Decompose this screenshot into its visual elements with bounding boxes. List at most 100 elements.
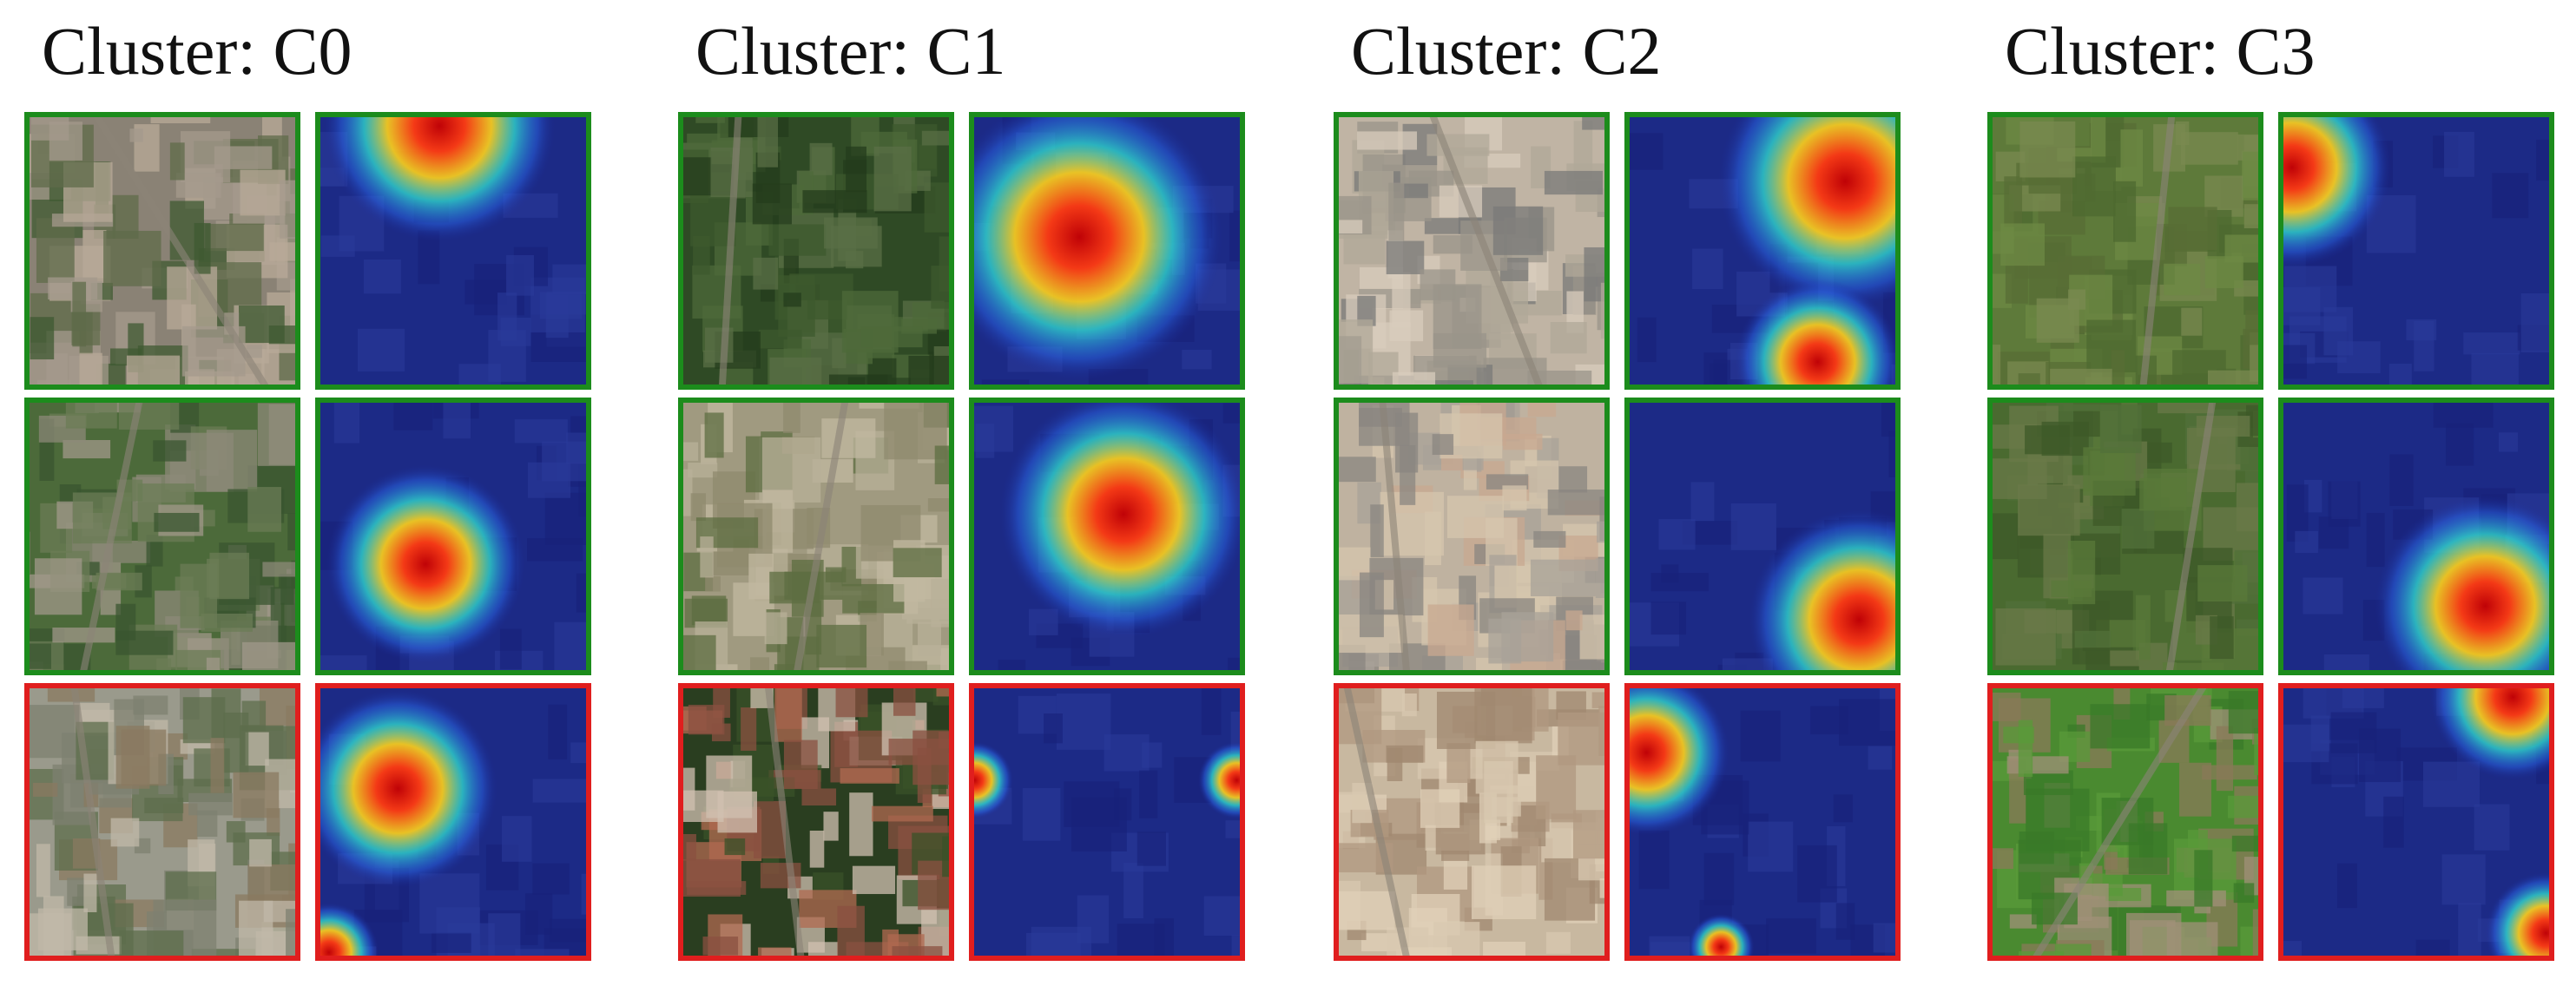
satellite-texture <box>1386 240 1425 274</box>
satellite-tile <box>678 683 954 961</box>
heatmap-texture <box>419 873 480 934</box>
heatmap-tile <box>1624 112 1901 390</box>
road <box>79 398 144 675</box>
heatmap-texture <box>2499 432 2518 452</box>
road <box>2139 112 2176 390</box>
satellite-texture <box>2139 477 2187 511</box>
satellite-texture <box>1987 513 2019 560</box>
heatmap-hotspot <box>1688 913 1755 961</box>
heatmap-texture <box>2337 341 2381 374</box>
tile-border <box>678 683 954 961</box>
road <box>764 683 805 961</box>
satellite-texture <box>1424 511 1441 566</box>
heatmap-texture <box>1123 862 1143 919</box>
satellite-texture <box>103 230 161 286</box>
heatmap-tile <box>969 398 1245 675</box>
tile-border <box>678 112 954 390</box>
tile-border <box>1987 398 2263 675</box>
heatmap-texture <box>2280 345 2307 379</box>
satellite-texture <box>1536 755 1577 819</box>
cluster-title: Cluster: C1 <box>695 13 1006 89</box>
satellite-texture <box>1991 848 2013 870</box>
satellite-texture <box>82 230 107 279</box>
satellite-texture <box>223 712 249 773</box>
satellite-texture <box>247 487 281 532</box>
heatmap-texture <box>1690 482 1715 522</box>
heatmap-texture <box>506 254 535 296</box>
tile-border <box>969 112 1245 390</box>
satellite-texture <box>1420 269 1456 300</box>
tile-border <box>1624 398 1901 675</box>
satellite-texture <box>1565 610 1583 631</box>
satellite-texture <box>34 558 82 615</box>
heatmap-texture <box>2303 479 2322 513</box>
tile-border <box>24 398 300 675</box>
heatmap-texture <box>2366 512 2385 568</box>
heatmap-texture <box>1231 935 1245 957</box>
satellite-texture <box>809 831 825 868</box>
satellite-texture <box>824 217 878 249</box>
satellite-texture <box>2090 704 2151 749</box>
heatmap-tile <box>2278 398 2554 675</box>
heatmap-texture <box>2383 796 2404 848</box>
heatmap-texture <box>544 492 587 545</box>
satellite-texture <box>741 707 757 751</box>
satellite-tile <box>678 398 954 675</box>
satellite-texture <box>214 146 273 169</box>
road <box>793 398 850 675</box>
satellite-texture <box>688 462 718 478</box>
satellite-texture <box>2168 207 2217 250</box>
satellite-texture <box>702 937 739 956</box>
heatmap-hotspot <box>1718 112 1901 309</box>
satellite-texture <box>67 878 85 906</box>
satellite-texture <box>2110 650 2139 667</box>
satellite-texture <box>921 130 954 146</box>
satellite-texture <box>700 536 714 578</box>
satellite-texture <box>2004 176 2023 227</box>
satellite-texture <box>1527 403 1557 417</box>
satellite-texture <box>1502 485 1527 511</box>
heatmap-tile <box>315 112 591 390</box>
satellite-texture <box>1400 444 1416 505</box>
satellite-texture <box>2120 129 2144 187</box>
tile-border <box>1334 398 1610 675</box>
satellite-texture <box>704 412 724 458</box>
satellite-texture <box>705 576 721 592</box>
satellite-texture <box>241 641 300 675</box>
satellite-texture <box>711 723 731 742</box>
heatmap-texture <box>1797 845 1837 903</box>
tile-border <box>2278 683 2554 961</box>
heatmap-texture <box>2474 804 2510 851</box>
heatmap-texture <box>2323 654 2369 675</box>
satellite-texture <box>245 732 269 766</box>
tile-border <box>969 398 1245 675</box>
satellite-texture <box>1545 931 1571 954</box>
satellite-texture <box>2233 883 2255 904</box>
heatmap-tile <box>969 112 1245 390</box>
road <box>91 112 271 390</box>
heatmap-hotspot <box>2375 495 2554 675</box>
heatmap-texture <box>1624 133 1664 170</box>
satellite-texture <box>206 657 221 674</box>
satellite-texture <box>233 772 280 818</box>
satellite-texture <box>918 621 942 656</box>
heatmap-texture <box>2422 761 2480 807</box>
tile-border <box>2278 398 2554 675</box>
satellite-texture <box>1386 745 1424 763</box>
satellite-texture <box>1488 618 1522 664</box>
satellite-texture <box>2072 156 2116 217</box>
satellite-texture <box>816 624 867 668</box>
satellite-texture <box>1334 319 1374 384</box>
heatmap-texture <box>2458 903 2481 961</box>
satellite-texture <box>835 683 868 718</box>
satellite-texture <box>1432 434 1454 456</box>
road <box>1427 112 1545 390</box>
satellite-texture <box>2245 310 2263 345</box>
satellite-texture <box>52 628 115 643</box>
satellite-texture <box>1544 170 1603 195</box>
heatmap-hotspot <box>315 903 379 961</box>
satellite-texture <box>196 810 218 837</box>
heatmap-hotspot <box>999 398 1245 639</box>
heatmap-texture <box>1868 746 1893 770</box>
heatmap-texture <box>2303 577 2343 615</box>
